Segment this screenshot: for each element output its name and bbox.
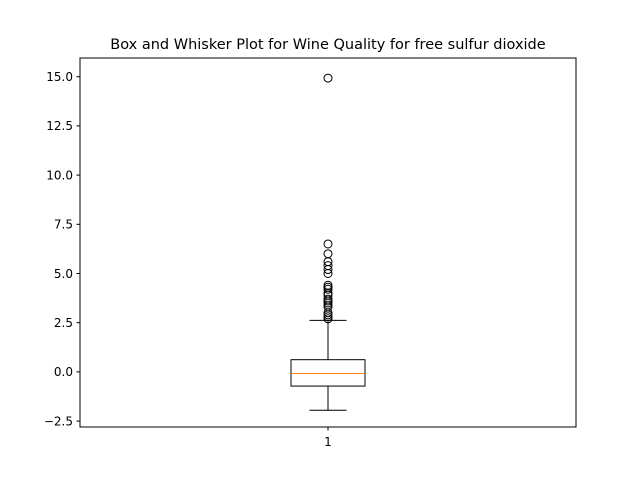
y-tick-label: 15.0 (46, 70, 73, 84)
outliers (323, 73, 333, 324)
outlier-point (323, 265, 333, 275)
outlier-point (323, 314, 333, 324)
y-axis: −2.5 0.0 2.5 5.0 7.5 10.0 12.5 15.0 (44, 70, 80, 428)
outlier-point (323, 284, 333, 294)
x-tick-label: 1 (324, 435, 332, 449)
box-plot (290, 319, 366, 411)
outlier-point (323, 73, 333, 83)
outlier-point (323, 268, 333, 278)
chart-title: Box and Whisker Plot for Wine Quality fo… (110, 37, 545, 53)
plot-frame (79, 57, 577, 428)
y-tick-label: 5.0 (54, 267, 73, 281)
y-tick-label: 0.0 (54, 365, 73, 379)
y-tick-label: −2.5 (44, 414, 73, 428)
outlier-point (323, 239, 333, 249)
x-axis: 1 (324, 427, 332, 449)
y-tick-label: 12.5 (46, 119, 73, 133)
y-tick-label: 2.5 (54, 316, 73, 330)
y-tick-label: 7.5 (54, 218, 73, 232)
outlier-point (323, 249, 333, 259)
y-tick-label: 10.0 (46, 168, 73, 182)
iqr-box (290, 359, 366, 387)
